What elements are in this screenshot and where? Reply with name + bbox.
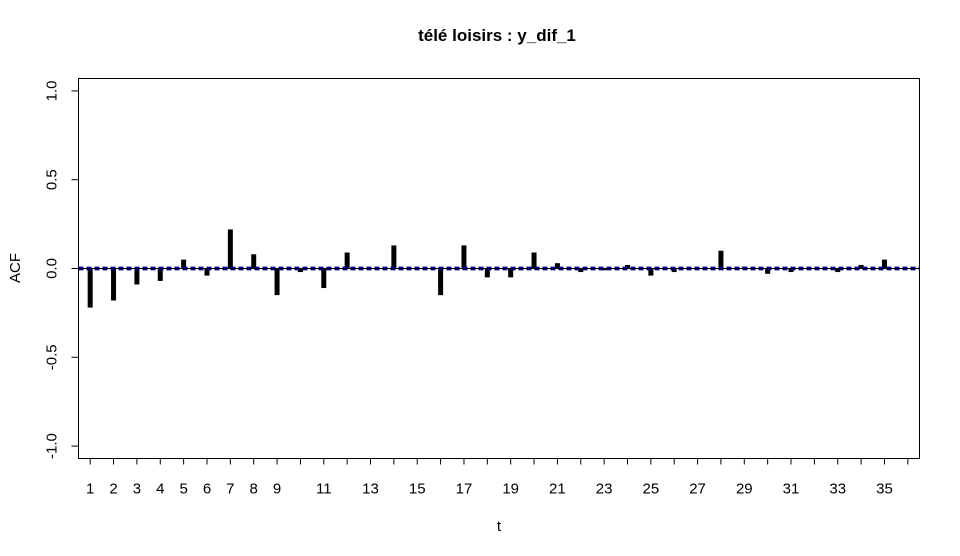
- x-tick-label: 3: [133, 481, 141, 498]
- chart-title: télé loisirs : y_dif_1: [418, 26, 576, 45]
- x-tick-label: 15: [409, 481, 426, 498]
- acf-bar: [251, 254, 257, 269]
- x-tick-label: 13: [362, 481, 379, 498]
- x-tick-label: 5: [179, 481, 187, 498]
- x-tick-label: 1: [86, 481, 94, 498]
- acf-bar: [461, 245, 467, 269]
- acf-bar: [438, 268, 444, 296]
- x-tick-label: 17: [456, 481, 473, 498]
- acf-bar: [204, 268, 210, 276]
- acf-bar: [648, 268, 654, 276]
- acf-bar: [87, 268, 93, 308]
- acf-bar: [554, 263, 560, 269]
- x-tick-label: 25: [643, 481, 660, 498]
- x-tick-label: 23: [596, 481, 613, 498]
- acf-bar: [531, 252, 537, 269]
- acf-bar: [391, 245, 397, 269]
- x-tick-label: 6: [203, 481, 211, 498]
- acf-bar: [718, 250, 724, 269]
- acf-bar: [274, 268, 280, 296]
- acf-bar: [344, 252, 350, 269]
- acf-bar: [111, 268, 117, 301]
- acf-bar: [321, 268, 327, 289]
- x-tick-label: 29: [736, 481, 753, 498]
- x-tick-label: 33: [829, 481, 846, 498]
- y-tick-label: 1.0: [44, 81, 61, 102]
- y-tick-label: 0.0: [44, 258, 61, 279]
- acf-bar: [297, 268, 303, 273]
- acf-bar: [484, 268, 490, 278]
- x-tick-label: 27: [689, 481, 706, 498]
- y-axis-label: ACF: [7, 253, 24, 283]
- x-tick-label: 19: [502, 481, 519, 498]
- x-tick-label: 2: [109, 481, 117, 498]
- acf-bar: [181, 259, 187, 269]
- y-tick-label: -1.0: [44, 433, 61, 459]
- x-tick-label: 11: [316, 481, 332, 498]
- y-tick-label: 0.5: [44, 169, 61, 190]
- acf-bar: [601, 268, 607, 271]
- y-axis: -1.0 -0.5 0.0 0.5 1.0: [44, 81, 79, 459]
- x-tick-label: 21: [549, 481, 566, 498]
- x-tick-label: 9: [273, 481, 281, 498]
- x-axis-label: t: [497, 518, 502, 535]
- acf-bar: [134, 268, 140, 285]
- x-tick-label: 4: [156, 481, 164, 498]
- acf-bars: [87, 229, 911, 308]
- y-tick-label: -0.5: [44, 344, 61, 370]
- x-tick-label: 31: [783, 481, 800, 498]
- acf-bar: [227, 229, 233, 269]
- acf-bar: [508, 268, 514, 278]
- acf-bar: [858, 264, 864, 269]
- acf-bar: [765, 268, 771, 274]
- x-axis: 1 2 3 4 5 6 7 8 9 11 13 15 17 19 21 23 25 27 29 31 33 35: [86, 458, 909, 498]
- acf-bar: [578, 268, 584, 273]
- x-tick-label: 8: [250, 481, 258, 498]
- acf-bar: [881, 259, 887, 269]
- acf-bar: [835, 268, 841, 273]
- x-tick-label: 7: [226, 481, 234, 498]
- x-tick-label: 35: [876, 481, 893, 498]
- acf-bar: [157, 268, 163, 281]
